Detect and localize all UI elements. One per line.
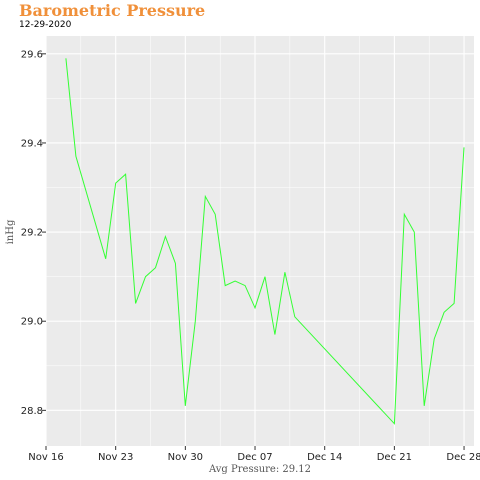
x-tick-label: Nov 16 (28, 452, 63, 463)
x-axis: Nov 16 Nov 23 Nov 30 Dec 07 Dec 14 Dec 21 Dec … (28, 446, 480, 463)
y-tick-label: 29.0 (21, 317, 43, 328)
x-axis-title: Avg Pressure: 29.12 (208, 464, 311, 475)
y-axis: 28.8 29.0 29.2 29.4 29.6 (21, 49, 46, 417)
data-point (164, 235, 166, 237)
data-point (174, 262, 176, 264)
data-point (114, 182, 116, 184)
pressure-series-line (65, 58, 465, 425)
data-point (224, 284, 226, 286)
y-tick-label: 29.2 (21, 228, 43, 239)
y-tick-label: 29.4 (21, 138, 43, 149)
data-point (463, 146, 465, 148)
plot-panel (46, 36, 474, 446)
data-point (403, 213, 405, 215)
data-point (294, 316, 296, 318)
data-point (423, 405, 425, 407)
data-point (75, 155, 77, 157)
major-gridlines (45, 36, 474, 446)
x-tick-label: Dec 07 (237, 452, 272, 463)
data-point (254, 307, 256, 309)
data-point (194, 320, 196, 322)
data-point (274, 333, 276, 335)
data-point (134, 302, 136, 304)
data-point (433, 338, 435, 340)
data-point (214, 213, 216, 215)
data-point (393, 423, 395, 425)
x-tick-label: Nov 30 (168, 452, 203, 463)
data-point (144, 275, 146, 277)
data-point (105, 258, 107, 260)
x-tick-label: Dec 28 (446, 452, 480, 463)
data-point (453, 302, 455, 304)
data-point (204, 195, 206, 197)
data-point (244, 284, 246, 286)
data-point (413, 231, 415, 233)
data-point (154, 267, 156, 269)
x-tick-label: Nov 23 (98, 452, 133, 463)
data-point (65, 57, 67, 59)
chart-title: Barometric Pressure (19, 1, 206, 20)
y-tick-label: 29.6 (21, 49, 43, 60)
data-point (184, 405, 186, 407)
data-point (284, 271, 286, 273)
data-point (443, 311, 445, 313)
y-tick-label: 28.8 (21, 406, 43, 417)
x-tick-label: Dec 21 (377, 452, 412, 463)
data-point (124, 173, 126, 175)
data-point (264, 275, 266, 277)
chart-subtitle: 12-29-2020 (19, 20, 72, 30)
x-tick-label: Dec 14 (307, 452, 342, 463)
y-axis-title: inHg (5, 219, 16, 244)
data-point (234, 280, 236, 282)
minor-gridlines (46, 36, 474, 446)
